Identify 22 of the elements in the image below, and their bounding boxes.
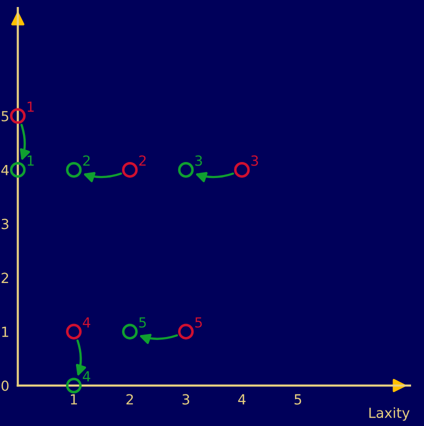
y-tick-label: 3 — [2, 218, 8, 230]
annotation: 2 — [139, 155, 146, 166]
y-tick-label: 0 — [2, 380, 9, 392]
x-axis-title: Laxity — [369, 407, 410, 421]
annotation: 3 — [251, 155, 258, 166]
annotation: 4 — [82, 371, 90, 382]
y-tick-label: 2 — [2, 272, 8, 283]
y-tick-label: 4 — [1, 165, 9, 176]
annotation: 1 — [28, 102, 34, 112]
x-tick-label: 3 — [182, 394, 190, 405]
x-tick-label: 4 — [238, 394, 246, 404]
annotation: 4 — [82, 317, 90, 328]
annotation: 2 — [83, 155, 90, 166]
x-tick-label: 1 — [70, 394, 77, 404]
y-tick-label: 1 — [2, 326, 8, 337]
x-tick-label: 5 — [294, 394, 302, 405]
x-tick-label: 2 — [126, 394, 133, 404]
y-tick-label: 5 — [2, 111, 8, 122]
annotation: 5 — [139, 317, 146, 328]
annotation: 1 — [28, 156, 34, 166]
annotation: 3 — [195, 155, 202, 166]
annotation: 5 — [195, 317, 202, 328]
